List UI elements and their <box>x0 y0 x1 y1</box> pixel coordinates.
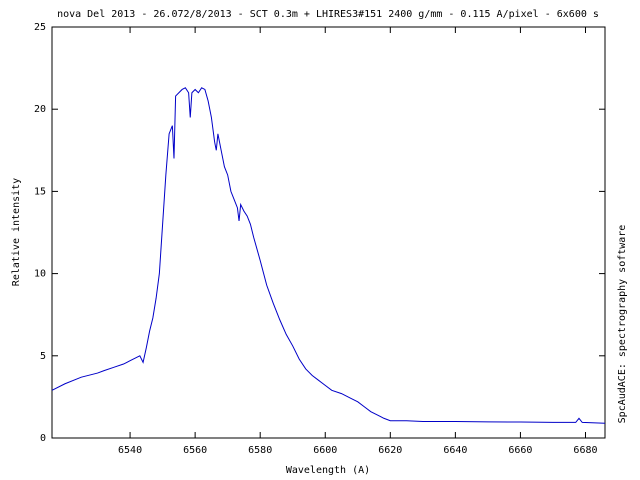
annotation: SpcAudACE: spectrography software <box>617 225 628 424</box>
y-tick-label: 0 <box>40 433 46 444</box>
y-tick-label: 5 <box>40 351 46 362</box>
x-axis-label: Wavelength (A) <box>286 465 370 476</box>
x-tick-label: 6620 <box>378 445 402 456</box>
plot-frame <box>51 26 606 439</box>
x-tick-label: 6680 <box>573 445 597 456</box>
x-tick-label: 6580 <box>248 445 272 456</box>
y-axis-label: Relative intensity <box>11 178 22 286</box>
y-tick-label: 20 <box>34 104 46 115</box>
y-tick-label: 25 <box>34 22 46 33</box>
x-tick-label: 6600 <box>313 445 337 456</box>
spectrum-line <box>51 87 606 424</box>
x-tick-label: 6660 <box>508 445 532 456</box>
x-tick-label: 6640 <box>443 445 467 456</box>
x-tick-label: 6540 <box>118 445 142 456</box>
chart-title: nova Del 2013 - 26.072/8/2013 - SCT 0.3m… <box>57 9 599 20</box>
y-tick-label: 15 <box>34 186 46 197</box>
y-tick-label: 10 <box>34 269 46 280</box>
x-tick-label: 6560 <box>183 445 207 456</box>
